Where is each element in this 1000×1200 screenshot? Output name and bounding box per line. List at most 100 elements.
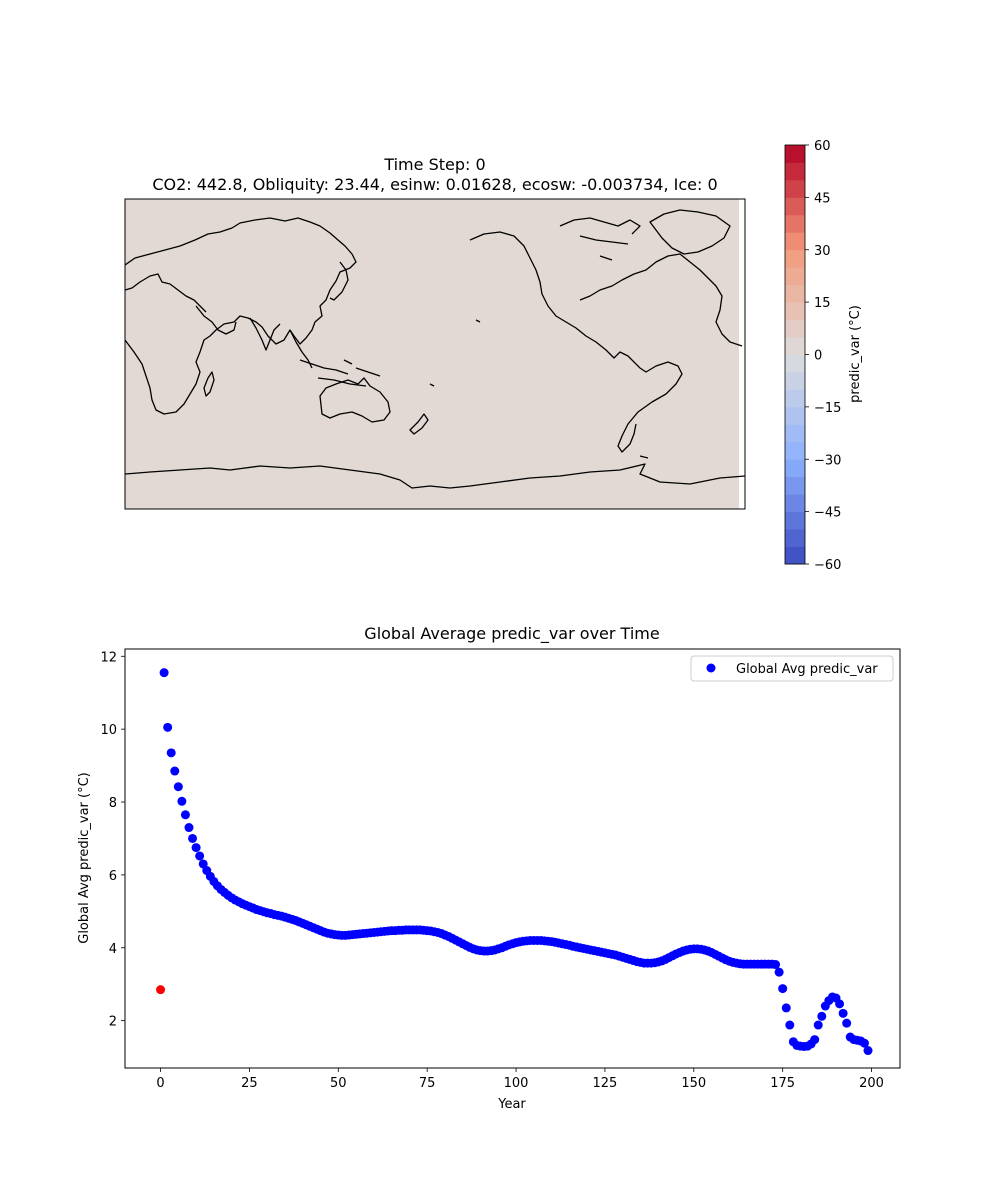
y-axis-label: Global Avg predic_var (°C)	[77, 772, 92, 944]
data-point	[842, 1018, 852, 1028]
x-tick-label: 50	[330, 1076, 347, 1091]
colorbar-band	[785, 197, 805, 216]
coastline-new-zealand	[409, 413, 429, 435]
x-tick-label: 200	[859, 1076, 884, 1091]
data-point	[810, 1035, 820, 1045]
map-title-line1: Time Step: 0	[383, 155, 485, 174]
x-tick-label: 0	[156, 1076, 164, 1091]
data-point	[177, 796, 187, 806]
coastline-india	[249, 317, 281, 351]
y-tick-label: 8	[109, 796, 117, 811]
colorbar-tick-label: −30	[814, 453, 841, 468]
coastline-pacific-islands	[429, 319, 649, 459]
data-point	[835, 999, 845, 1009]
data-point	[771, 960, 781, 970]
data-point	[817, 1011, 827, 1021]
colorbar-band	[785, 406, 805, 425]
colorbar-band	[785, 459, 805, 478]
coastline-japan	[329, 261, 349, 301]
colorbar-band	[785, 284, 805, 303]
map-title-line2: CO2: 442.8, Obliquity: 23.44, esinw: 0.0…	[152, 175, 717, 194]
y-tick-label: 4	[109, 942, 117, 957]
data-point	[198, 859, 208, 869]
data-point	[785, 1020, 795, 1030]
data-point	[863, 1046, 873, 1056]
data-point	[163, 722, 173, 732]
data-point	[188, 833, 198, 843]
colorbar-band	[785, 441, 805, 460]
colorbar-band	[785, 529, 805, 547]
data-point	[191, 843, 201, 853]
coastline-north-america	[469, 231, 683, 453]
legend-marker	[706, 663, 716, 673]
data-point	[159, 668, 169, 678]
coastline-eurasia-africa	[125, 217, 357, 415]
colorbar-band	[785, 476, 805, 495]
data-point	[173, 782, 183, 792]
data-point	[166, 748, 176, 758]
coastline-madagascar	[203, 371, 215, 397]
x-tick-label: 175	[770, 1076, 795, 1091]
data-point	[778, 984, 788, 994]
temperature-field	[125, 199, 739, 509]
coastline-greenland	[649, 209, 731, 255]
colorbar-band	[785, 162, 805, 181]
x-tick-label: 25	[241, 1076, 258, 1091]
colorbar-band	[785, 214, 805, 233]
colorbar-tick-label: 45	[814, 191, 831, 206]
colorbar-band	[785, 546, 805, 565]
colorbar-band	[785, 337, 805, 355]
coastline-australia	[319, 377, 391, 423]
x-axis-label: Year	[497, 1097, 526, 1112]
y-tick-label: 10	[100, 723, 117, 738]
x-tick-label: 150	[681, 1076, 706, 1091]
colorbar-tick-label: −15	[814, 401, 841, 416]
chart-title: Global Average predic_var over Time	[364, 624, 659, 644]
scatter-points	[156, 668, 873, 1056]
colorbar-tick-label: −45	[814, 506, 841, 521]
current-step-point	[156, 985, 166, 995]
y-tick-label: 2	[109, 1015, 117, 1030]
data-point	[180, 810, 190, 820]
map-panel: Time Step: 0 CO2: 442.8, Obliquity: 23.4…	[124, 139, 863, 573]
colorbar-band	[785, 494, 805, 513]
colorbar-band	[785, 232, 805, 251]
coastline-arctic-islands	[559, 217, 641, 261]
x-tick-label: 75	[419, 1076, 436, 1091]
colorbar: 60 45 30 15 0 −15 −30 −45 −60 predic_var (°C)	[784, 139, 863, 573]
colorbar-band	[785, 145, 805, 163]
colorbar-band	[785, 179, 805, 198]
colorbar-bands	[785, 145, 805, 565]
data-point	[170, 766, 180, 776]
colorbar-tick-label: −60	[814, 558, 841, 573]
timeseries-panel: Global Average predic_var over Time 0 25 5…	[77, 624, 901, 1112]
colorbar-band	[785, 267, 805, 286]
colorbar-tick-label: 60	[814, 139, 831, 154]
y-tick-label: 12	[100, 650, 117, 665]
coastlines	[125, 209, 745, 489]
colorbar-tick-label: 15	[814, 296, 831, 311]
data-point	[774, 967, 784, 977]
data-point	[781, 1003, 791, 1013]
colorbar-band	[785, 249, 805, 268]
legend-label: Global Avg predic_var	[736, 662, 878, 677]
coastline-antarctica	[125, 463, 745, 489]
colorbar-band	[785, 302, 805, 320]
coastline-europe-west	[125, 273, 207, 313]
legend-box	[690, 655, 894, 682]
data-point	[195, 851, 205, 861]
colorbar-tick-label: 0	[814, 349, 822, 364]
map-frame	[124, 198, 746, 510]
colorbar-tick-label: 30	[814, 244, 831, 259]
coastline-na-east	[579, 253, 743, 347]
data-point	[859, 1038, 869, 1048]
x-axis: 0 25 50 75 100 125 150 175 200	[156, 1068, 884, 1091]
colorbar-label: predic_var (°C)	[848, 305, 863, 403]
colorbar-band	[785, 354, 805, 373]
colorbar-band	[785, 511, 805, 530]
legend: Global Avg predic_var	[690, 655, 894, 682]
y-tick-label: 6	[109, 869, 117, 884]
data-point	[184, 823, 194, 833]
plot-area	[124, 648, 901, 1069]
